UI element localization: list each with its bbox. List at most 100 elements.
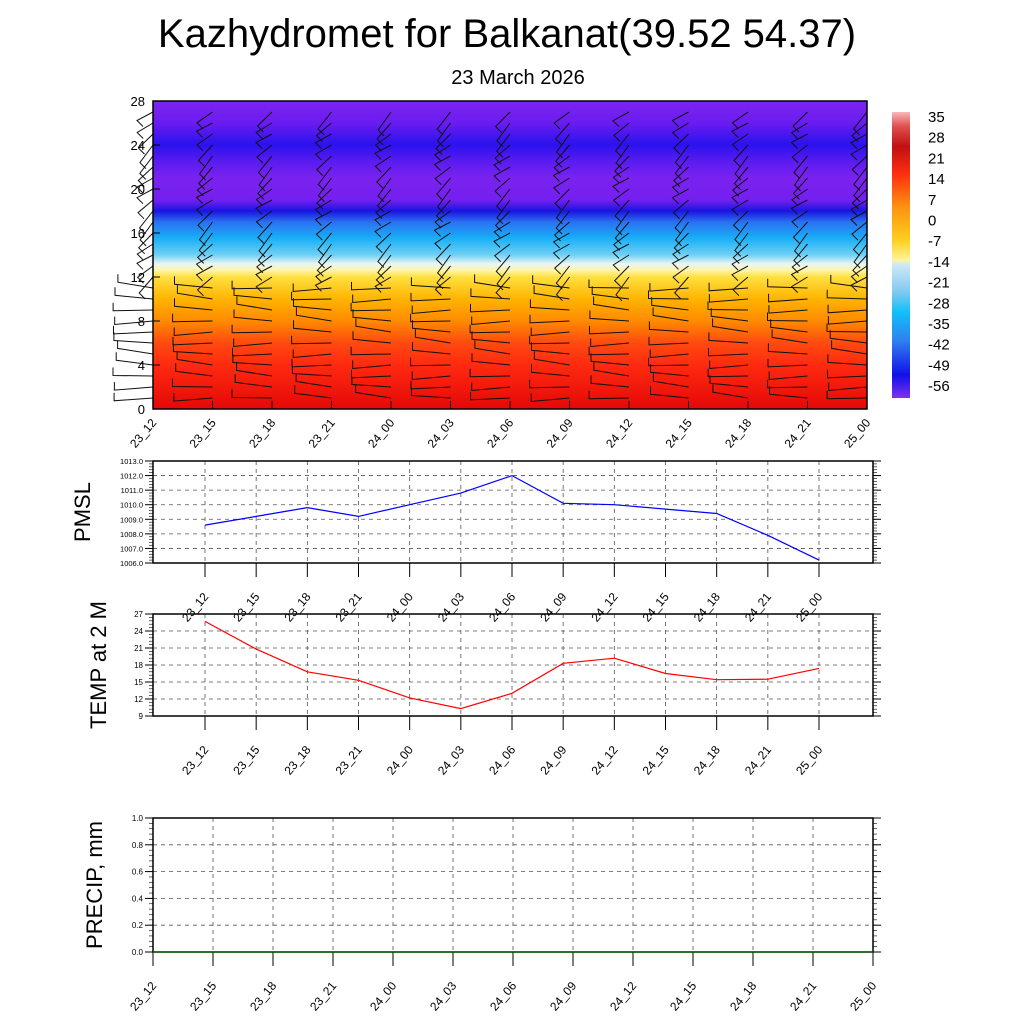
wind-barb — [474, 340, 511, 355]
x-tick-label: 24_00 — [384, 743, 416, 778]
wind-barb — [434, 166, 451, 185]
wind-barb — [790, 133, 808, 149]
wind-barb — [712, 384, 749, 399]
wind-barb — [113, 382, 154, 391]
wind-barb — [196, 276, 213, 297]
wind-barb — [350, 346, 392, 356]
wind-barb — [195, 199, 213, 216]
wind-barb — [672, 265, 689, 284]
wind-barb — [314, 210, 332, 226]
wind-barb — [733, 166, 749, 190]
wind-barb — [850, 199, 868, 216]
wind-barb — [256, 144, 273, 164]
wind-barb — [612, 232, 630, 251]
y-tick-label: 1.0 — [132, 814, 144, 823]
wind-barb — [292, 349, 332, 359]
wind-barb — [707, 368, 749, 378]
wind-barb — [117, 274, 154, 289]
wind-barb — [136, 122, 154, 139]
x-tick-label: 23_21 — [306, 416, 338, 451]
y-tick-label: 12 — [134, 695, 143, 704]
wind-barb — [137, 232, 154, 255]
wind-barb — [851, 122, 868, 142]
wind-barb — [674, 144, 689, 169]
wind-barb — [174, 276, 213, 289]
wind-barb — [377, 254, 392, 279]
wind-barb — [255, 122, 273, 139]
wind-barb — [352, 360, 392, 370]
wind-barb — [474, 274, 511, 289]
y-tick-label: 0.0 — [132, 948, 144, 957]
wind-barb — [555, 265, 570, 290]
wind-barb — [470, 303, 511, 313]
wind-barb — [436, 188, 451, 214]
wind-barb — [494, 177, 511, 198]
wind-barb — [709, 375, 749, 388]
wind-barb — [436, 122, 451, 148]
x-tick-label: 24_09 — [544, 416, 576, 451]
colorbar-label: 0 — [928, 213, 936, 230]
wind-barb — [671, 254, 689, 270]
x-tick-label: 24_09 — [537, 590, 569, 625]
wind-barb — [493, 221, 511, 239]
x-tick-label: 24_03 — [427, 979, 459, 1014]
y-tick-label: 0.6 — [132, 868, 144, 877]
wind-barb — [793, 155, 808, 179]
colorbar-label: -56 — [928, 378, 950, 395]
wind-barb — [589, 325, 630, 335]
wind-barb — [652, 373, 689, 388]
wind-barb — [411, 371, 451, 381]
y-tick-label: 1008.0 — [120, 530, 143, 539]
x-tick-label: 24_09 — [547, 979, 579, 1014]
y-tick-label: 24 — [131, 138, 145, 153]
wind-barb — [533, 285, 570, 300]
wind-barb — [198, 221, 213, 247]
y-tick-label: 1011.0 — [121, 486, 143, 495]
wind-barb — [176, 285, 213, 300]
wind-barb — [412, 342, 451, 355]
wind-barb — [433, 221, 451, 237]
wind-barb — [196, 111, 213, 130]
x-tick-label: 24_18 — [691, 743, 723, 778]
x-tick-label: 23_21 — [333, 743, 365, 778]
wind-barb — [374, 144, 392, 160]
wind-barb — [113, 332, 154, 344]
x-tick-label: 24_06 — [486, 590, 518, 625]
wind-barb — [115, 352, 154, 366]
wind-barb — [231, 324, 273, 334]
colorbar-label: 7 — [928, 192, 936, 209]
x-tick-label: 23_12 — [179, 743, 211, 778]
x-tick-label: 24_18 — [727, 979, 759, 1014]
wind-barb — [412, 320, 451, 333]
chart-title: Kazhydromet for Balkanat(39.52 54.37) — [157, 12, 857, 56]
plot-frame — [152, 613, 874, 717]
x-tick-label: 23_18 — [281, 743, 313, 778]
wind-barb — [792, 221, 808, 244]
wind-barb — [374, 221, 392, 238]
wind-barb — [708, 294, 749, 303]
wind-barb — [198, 166, 213, 190]
wind-barb — [436, 111, 451, 136]
wind-barb — [255, 133, 273, 149]
wind-barb — [351, 369, 392, 379]
y-tick-label: 24 — [134, 627, 143, 636]
wind-barb — [493, 166, 511, 183]
wind-barb — [593, 296, 630, 311]
wind-barb — [352, 294, 392, 304]
wind-barb — [315, 221, 332, 241]
plot-frame — [152, 460, 874, 564]
wind-barb — [410, 292, 451, 302]
y-tick-label: 12 — [131, 270, 145, 285]
wind-barb — [768, 305, 808, 314]
x-tick-label: 23_18 — [281, 590, 313, 625]
wind-barb — [590, 353, 630, 366]
x-tick-label: 24_03 — [435, 743, 467, 778]
wind-barb — [233, 338, 273, 348]
wind-barb — [827, 304, 868, 314]
wind-barb — [853, 166, 868, 191]
wind-barb — [555, 210, 570, 235]
wind-barb — [555, 199, 570, 225]
wind-barb — [553, 155, 570, 174]
wind-barbs — [112, 111, 868, 403]
y-tick-label: 16 — [131, 226, 145, 241]
